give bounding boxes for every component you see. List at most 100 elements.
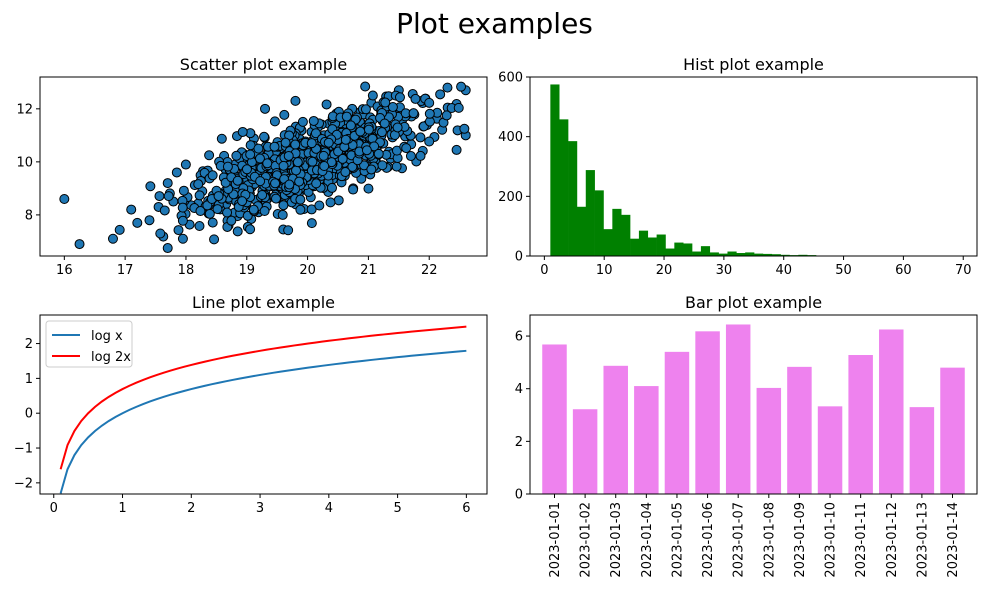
hist-ytick-label: 0 [515, 250, 523, 265]
hist-bar [674, 242, 684, 256]
scatter-point [291, 165, 302, 176]
scatter-point [155, 228, 166, 239]
bar-xtick-label: 2023-01-01 [548, 502, 563, 578]
bar-rect [817, 406, 843, 494]
scatter-point [325, 197, 336, 208]
legend-label: log 2x [91, 350, 131, 365]
scatter-point [451, 144, 462, 155]
hist-bar [594, 190, 604, 256]
scatter-point [144, 215, 155, 226]
hist-xtick-label: 60 [895, 263, 912, 278]
scatter-point [363, 183, 374, 194]
bar-ytick-label: 6 [515, 330, 523, 345]
hist-xtick-label: 20 [656, 263, 673, 278]
scatter-point [277, 209, 288, 220]
scatter-xtick-label: 16 [56, 263, 73, 278]
scatter-point [245, 224, 256, 235]
scatter-point [290, 95, 301, 106]
hist-bar [603, 229, 613, 256]
scatter-point [292, 157, 303, 168]
scatter-point [323, 137, 334, 148]
scatter-point [424, 97, 435, 108]
scatter-point [347, 161, 358, 172]
bar-ytick-label: 0 [515, 488, 523, 503]
bar-xtick-label: 2023-01-04 [640, 502, 655, 578]
hist-bar [736, 253, 746, 256]
bar-rect [664, 351, 690, 494]
scatter-point [177, 215, 188, 226]
scatter-point [284, 179, 295, 190]
scatter-point [340, 167, 351, 178]
bar-rect [940, 367, 965, 494]
line-ytick-label: 2 [25, 337, 33, 352]
scatter-point [405, 151, 416, 162]
scatter-ytick-label: 12 [16, 102, 33, 117]
scatter-point [295, 204, 306, 215]
hist-frame [529, 76, 978, 257]
bar-xtick-label: 2023-01-12 [885, 502, 900, 578]
scatter-point [255, 176, 266, 187]
scatter-point [295, 194, 306, 205]
scatter-point [392, 122, 403, 133]
hist-panel: Hist plot example 0 200 400 600 0 10 20 30 40 50 60… [498, 55, 978, 278]
scatter-point [306, 218, 317, 229]
scatter-point [337, 153, 348, 164]
scatter-point [114, 224, 125, 235]
scatter-point [204, 150, 215, 161]
scatter-point [222, 161, 233, 172]
scatter-point [415, 150, 426, 161]
scatter-xtick-label: 21 [360, 263, 377, 278]
bar-rect [695, 331, 720, 494]
bar-rect [634, 386, 659, 494]
scatter-point [241, 164, 252, 175]
scatter-point [177, 233, 188, 244]
bar-rect [879, 329, 904, 494]
scatter-point [194, 190, 205, 201]
scatter-point [269, 116, 280, 127]
scatter-point [327, 182, 338, 193]
scatter-point [278, 160, 289, 171]
hist-bar [630, 238, 640, 256]
scatter-point [278, 200, 289, 211]
scatter-point [213, 191, 224, 202]
scatter-point [207, 170, 218, 181]
line-xtick-label: 2 [187, 501, 195, 516]
hist-bar [718, 253, 728, 256]
hist-bar [727, 251, 737, 256]
scatter-point [294, 176, 305, 187]
bar-rect [725, 324, 751, 494]
scatter-point [341, 111, 352, 122]
scatter-point [280, 137, 291, 148]
scatter-point [345, 120, 356, 131]
scatter-point [226, 215, 237, 226]
bar-title: Bar plot example [685, 293, 822, 312]
scatter-point [173, 225, 184, 236]
hist-bar [771, 254, 781, 256]
scatter-point [442, 82, 453, 93]
scatter-point [297, 116, 308, 127]
hist-ytick-label: 400 [498, 130, 523, 145]
bar-xtick-label: 2023-01-08 [762, 502, 777, 578]
scatter-point [232, 175, 243, 186]
bar-ytick-label: 4 [515, 382, 523, 397]
scatter-point [318, 150, 329, 161]
hist-bar [745, 252, 755, 256]
line-ytick-label: −2 [14, 476, 33, 491]
scatter-point [159, 205, 170, 216]
line-xtick-label: 0 [50, 501, 58, 516]
scatter-panel: Scatter plot example 8 10 12 16 17 18 19 20 21 22 [16, 55, 488, 278]
scatter-point [237, 126, 248, 137]
hist-bar [576, 206, 587, 256]
bar-xtick-label: 2023-01-13 [915, 502, 930, 578]
scatter-title: Scatter plot example [180, 55, 347, 74]
hist-bar [762, 253, 773, 256]
scatter-point [321, 99, 332, 110]
scatter-point [245, 149, 256, 160]
scatter-point [459, 123, 470, 134]
scatter-point [145, 181, 156, 192]
scatter-point [162, 243, 173, 254]
hist-bar [621, 214, 631, 256]
hist-bar [550, 84, 560, 256]
scatter-point [178, 185, 189, 196]
scatter-point [195, 206, 206, 217]
